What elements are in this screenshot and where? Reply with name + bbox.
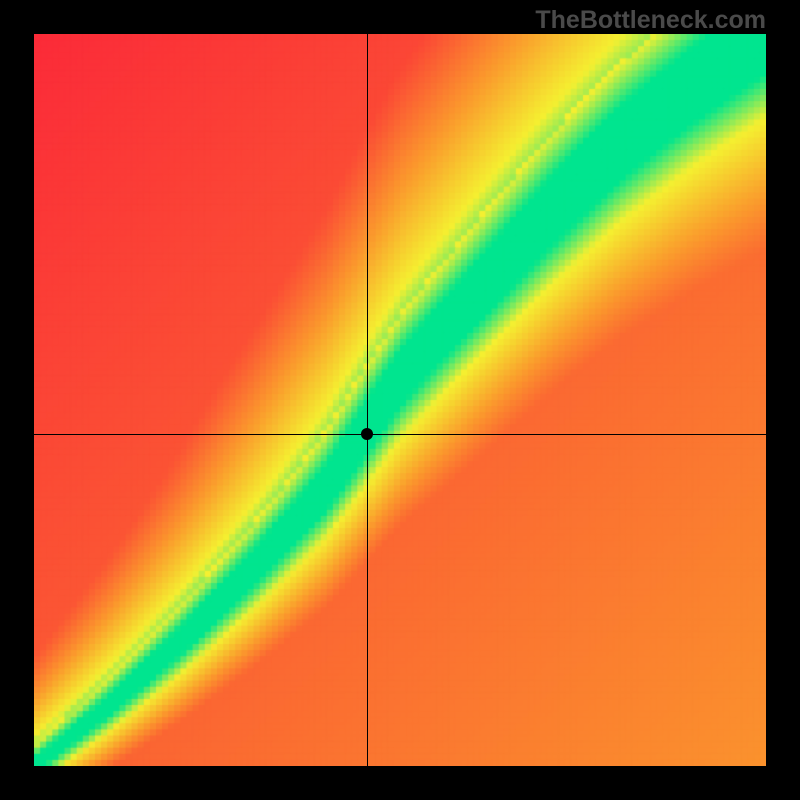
crosshair-horizontal [34,434,766,435]
heatmap-canvas [34,34,766,766]
crosshair-vertical [367,34,368,766]
watermark-text: TheBottleneck.com [535,6,766,35]
